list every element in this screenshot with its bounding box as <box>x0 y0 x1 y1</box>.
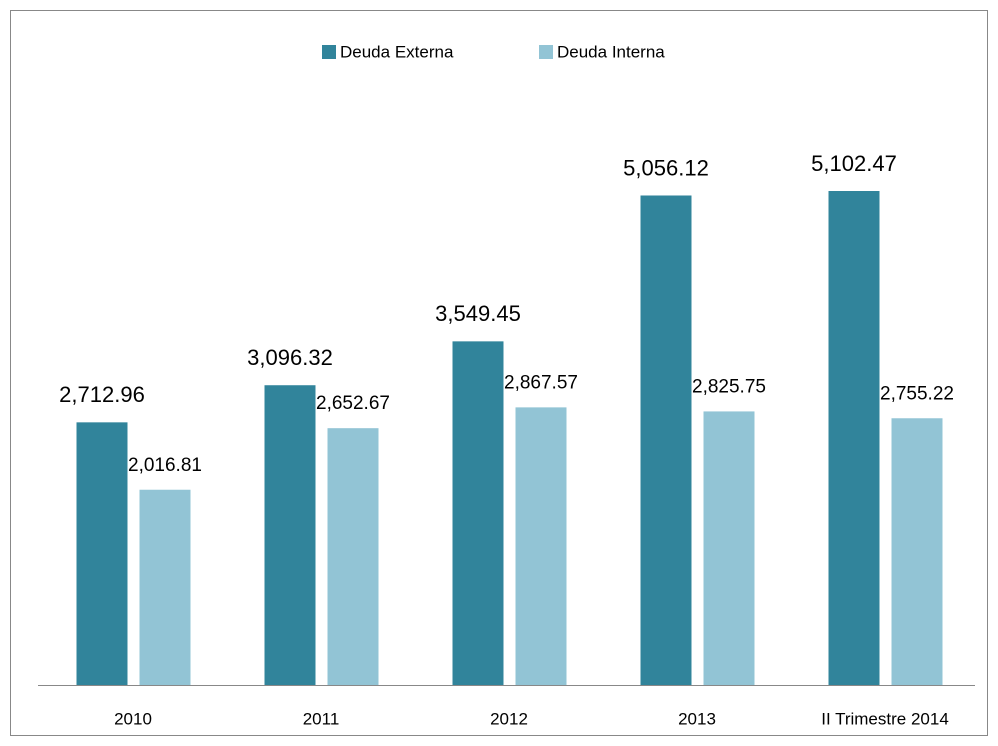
x-tick-label: 2010 <box>114 709 152 728</box>
data-label: 2,755.22 <box>880 383 954 404</box>
data-label: 2,652.67 <box>316 393 390 414</box>
bar <box>76 422 128 685</box>
x-tick-label: 2011 <box>303 709 340 728</box>
bar <box>640 195 692 685</box>
data-label: 2,712.96 <box>59 382 145 407</box>
data-label: 5,102.47 <box>811 151 897 176</box>
bar <box>515 407 567 685</box>
bar <box>828 191 880 685</box>
bar <box>703 411 755 685</box>
legend-label: Deuda Externa <box>340 42 454 61</box>
bar <box>264 385 316 685</box>
x-tick-label: 2013 <box>678 709 716 728</box>
data-label: 2,867.57 <box>504 372 578 393</box>
data-label: 2,825.75 <box>692 376 766 397</box>
data-label: 3,096.32 <box>247 345 333 370</box>
bar <box>891 418 943 685</box>
x-tick-label: II Trimestre 2014 <box>821 709 949 728</box>
bar <box>327 428 379 685</box>
legend-label: Deuda Interna <box>557 42 665 61</box>
legend-swatch <box>539 45 553 59</box>
x-tick-label: 2012 <box>490 709 528 728</box>
data-label: 3,549.45 <box>435 301 521 326</box>
legend-swatch <box>322 45 336 59</box>
data-label: 2,016.81 <box>128 455 202 476</box>
data-label: 5,056.12 <box>623 155 709 180</box>
bar <box>452 341 504 685</box>
bar <box>139 489 191 685</box>
